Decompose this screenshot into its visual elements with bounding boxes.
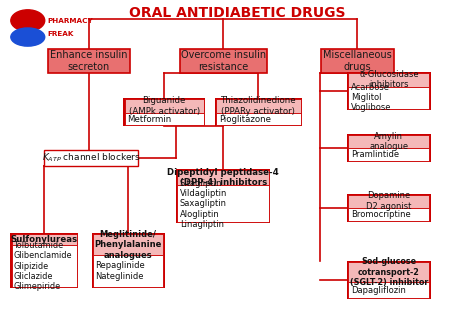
FancyBboxPatch shape	[347, 72, 431, 110]
Text: Repaglinide
Nateglinide: Repaglinide Nateglinide	[95, 261, 145, 281]
FancyBboxPatch shape	[44, 150, 138, 166]
Text: Meglitinide/
Phenylalanine
analogues: Meglitinide/ Phenylalanine analogues	[94, 230, 162, 260]
FancyBboxPatch shape	[348, 208, 429, 221]
Text: Overcome insulin
resistance: Overcome insulin resistance	[181, 50, 266, 72]
FancyBboxPatch shape	[93, 234, 163, 255]
FancyBboxPatch shape	[176, 169, 270, 223]
FancyBboxPatch shape	[348, 262, 429, 282]
FancyBboxPatch shape	[216, 113, 301, 125]
Text: Sulfonylureas: Sulfonylureas	[11, 235, 78, 244]
FancyBboxPatch shape	[177, 185, 269, 222]
FancyBboxPatch shape	[123, 98, 205, 126]
Text: Biguanide
(AMPk activator): Biguanide (AMPk activator)	[129, 96, 200, 116]
FancyBboxPatch shape	[10, 233, 78, 288]
Text: Dipeptidyl peptidase-4
(DPP-4) inhibitors: Dipeptidyl peptidase-4 (DPP-4) inhibitor…	[167, 168, 279, 187]
FancyBboxPatch shape	[93, 255, 163, 287]
FancyBboxPatch shape	[348, 148, 429, 162]
Text: Dapagliflozin: Dapagliflozin	[351, 286, 406, 295]
FancyBboxPatch shape	[180, 49, 267, 73]
Text: Pioglitazone: Pioglitazone	[219, 115, 271, 124]
Text: Sod-glucose
cotransport-2
(SGLT-2) inhibitor: Sod-glucose cotransport-2 (SGLT-2) inhib…	[350, 257, 428, 287]
Text: Tolbutamide
Glibenclamide
Glipizide
Gliclazide
Glimepiride: Tolbutamide Glibenclamide Glipizide Glic…	[14, 241, 73, 291]
FancyBboxPatch shape	[125, 99, 204, 113]
FancyBboxPatch shape	[348, 282, 429, 298]
FancyBboxPatch shape	[348, 135, 429, 148]
Text: Bromocriptine: Bromocriptine	[351, 210, 410, 219]
FancyBboxPatch shape	[347, 194, 431, 222]
FancyBboxPatch shape	[11, 245, 77, 287]
FancyBboxPatch shape	[215, 98, 302, 126]
Text: PHARMACY: PHARMACY	[47, 18, 93, 24]
FancyBboxPatch shape	[177, 170, 269, 185]
Text: Thiazolidinedione
(PPARy activator): Thiazolidinedione (PPARy activator)	[220, 96, 296, 116]
FancyBboxPatch shape	[125, 113, 204, 125]
Text: $K_{ATP}$ channel blockers: $K_{ATP}$ channel blockers	[42, 152, 141, 165]
FancyBboxPatch shape	[321, 49, 394, 73]
FancyBboxPatch shape	[348, 195, 429, 208]
Text: Sitagliptin
Vildagliptin
Saxagliptin
Alogliptin
Linagliptin: Sitagliptin Vildagliptin Saxagliptin Alo…	[180, 178, 227, 229]
Text: α-Glucosidase
inhibitors: α-Glucosidase inhibitors	[359, 70, 419, 89]
Text: Metformin: Metformin	[127, 115, 171, 124]
Ellipse shape	[11, 28, 45, 46]
FancyBboxPatch shape	[348, 73, 429, 87]
Text: Amylin
analogue: Amylin analogue	[369, 132, 409, 152]
Text: ORAL ANTIDIABETIC DRUGS: ORAL ANTIDIABETIC DRUGS	[129, 6, 346, 20]
FancyBboxPatch shape	[48, 49, 130, 73]
FancyBboxPatch shape	[348, 87, 429, 109]
FancyBboxPatch shape	[91, 233, 164, 288]
Text: FREAK: FREAK	[47, 31, 74, 37]
Text: Enhance insulin
secreton: Enhance insulin secreton	[50, 50, 128, 72]
FancyBboxPatch shape	[11, 234, 77, 245]
Text: Dopamine
D2 agonist: Dopamine D2 agonist	[366, 191, 411, 211]
Text: Acarbose
Miglitol
Voglibose: Acarbose Miglitol Voglibose	[351, 83, 391, 113]
FancyBboxPatch shape	[347, 261, 431, 299]
Text: Miscellaneous
drugs: Miscellaneous drugs	[323, 50, 392, 72]
FancyBboxPatch shape	[216, 99, 301, 113]
FancyBboxPatch shape	[347, 134, 431, 163]
Ellipse shape	[11, 10, 45, 31]
Text: Pramlintide: Pramlintide	[351, 150, 399, 159]
